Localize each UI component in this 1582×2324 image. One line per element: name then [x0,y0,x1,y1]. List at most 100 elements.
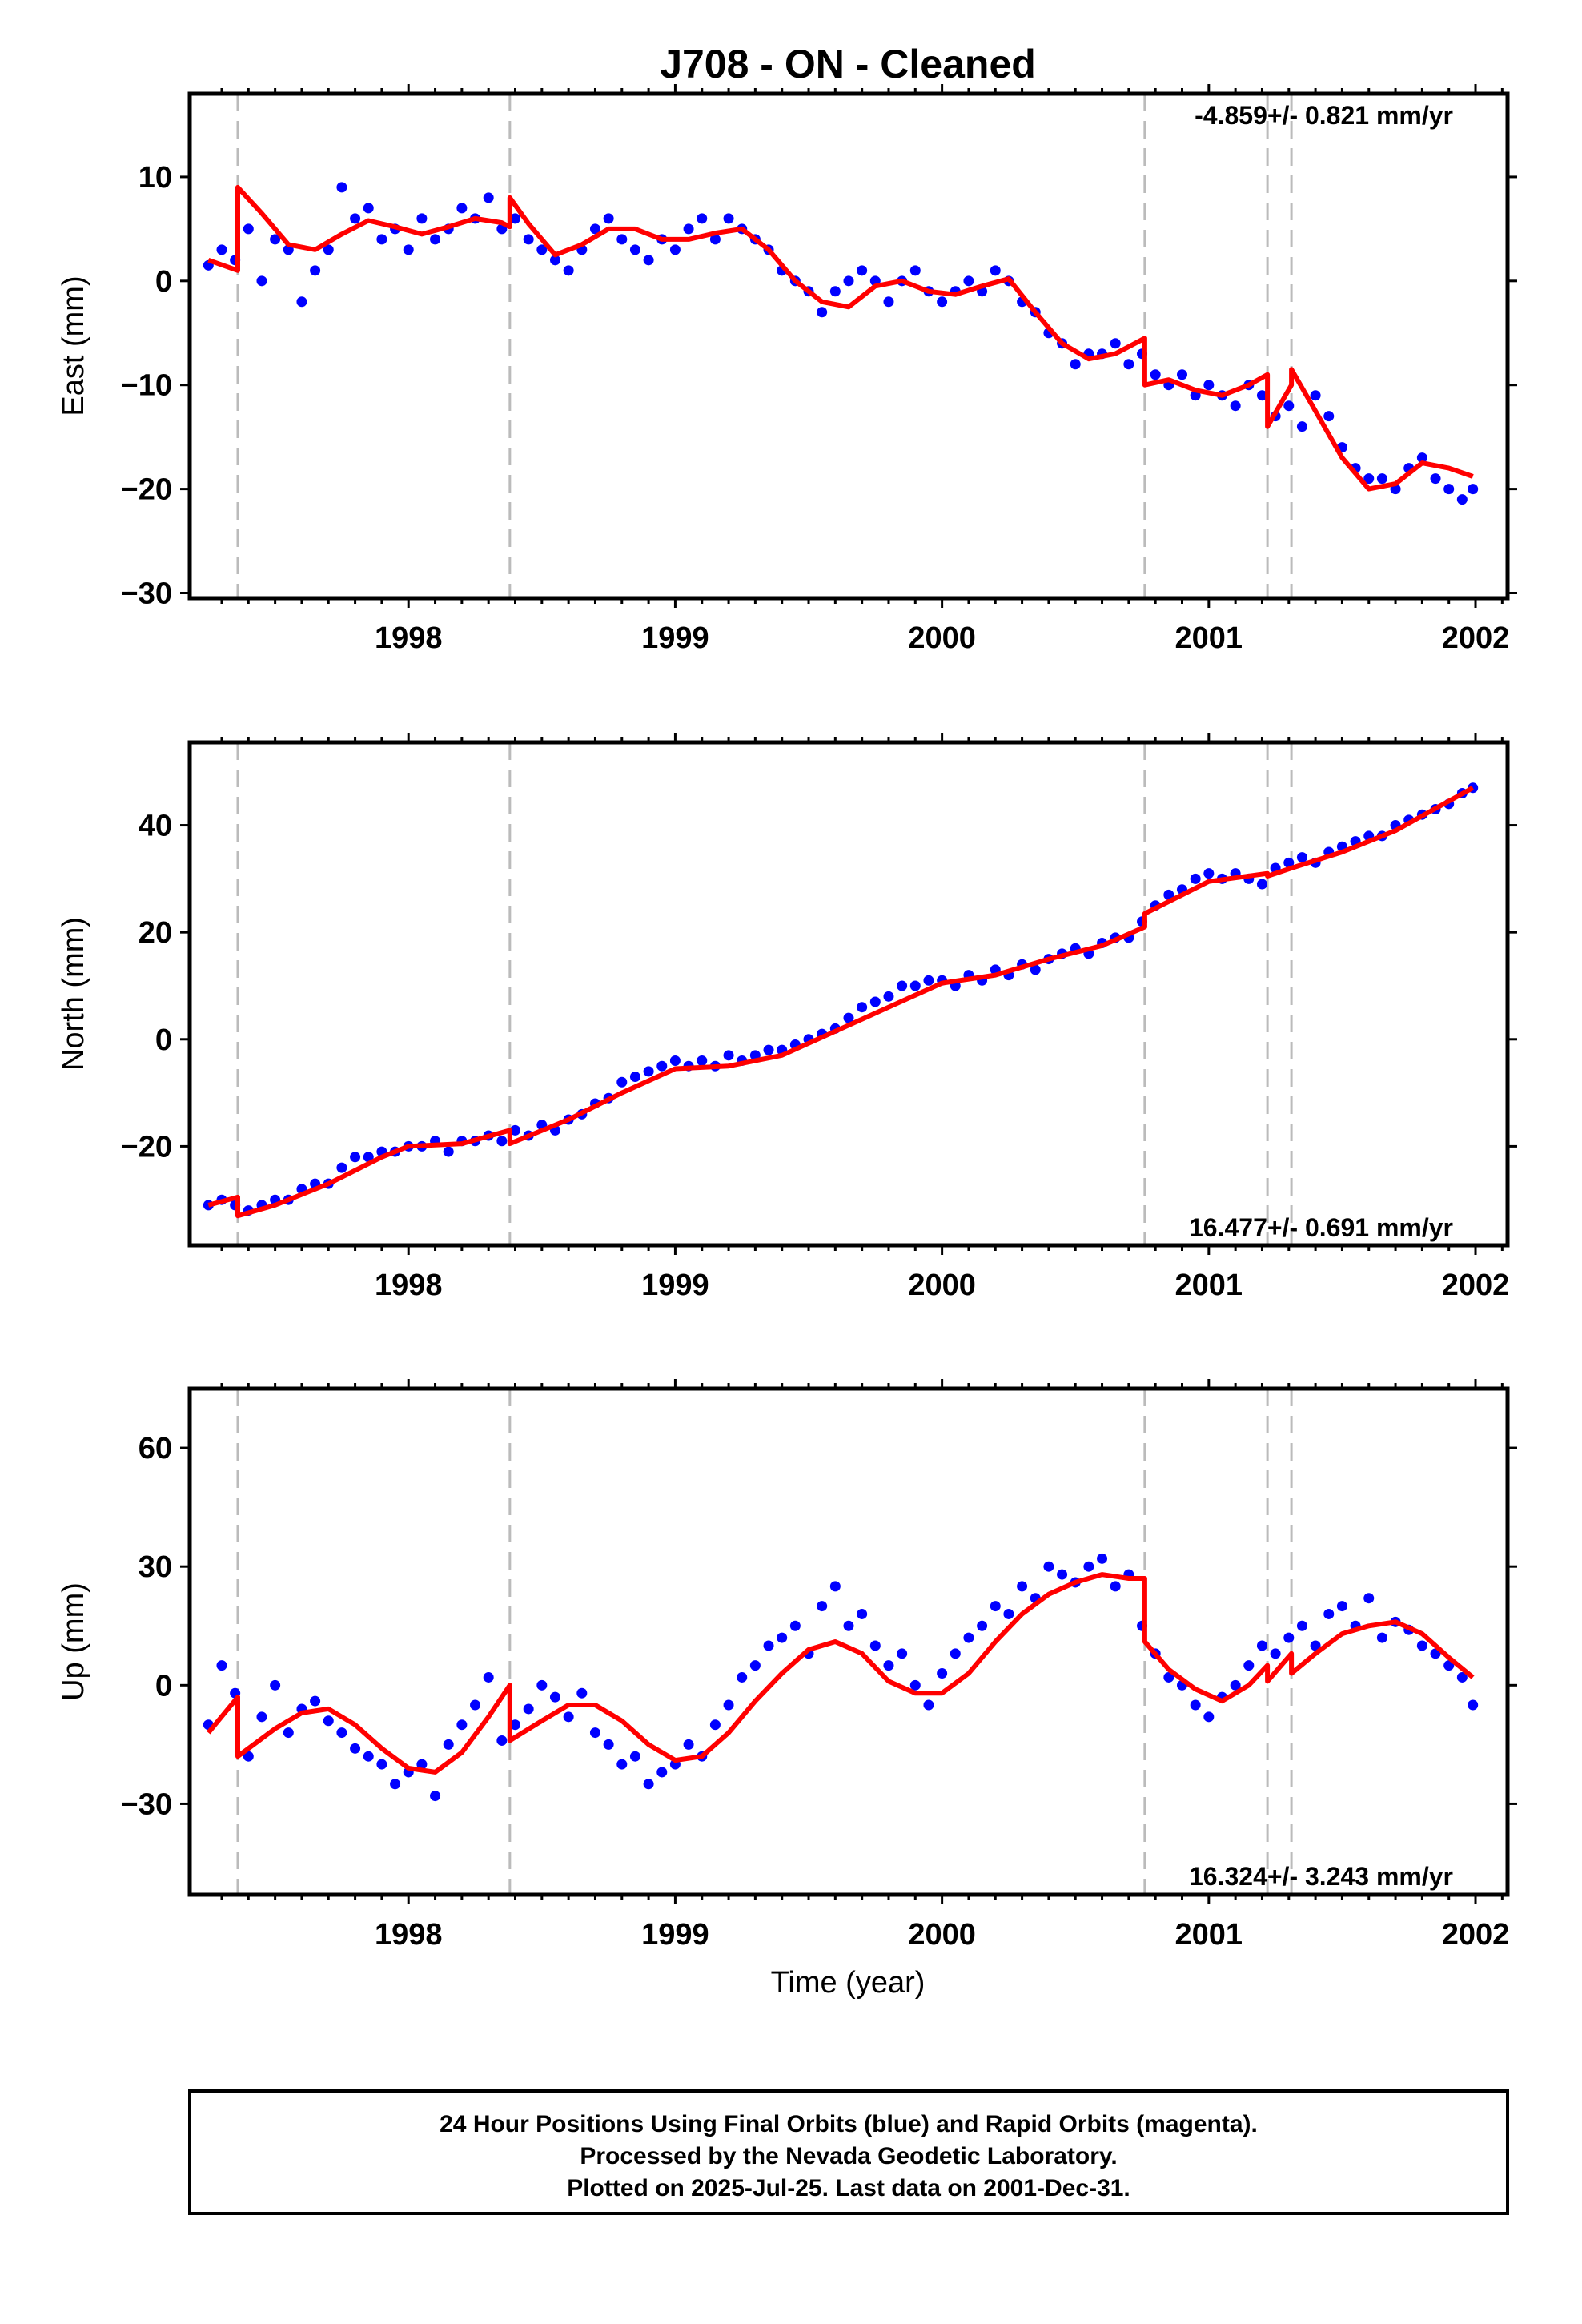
up-point [310,1695,321,1707]
east-point [296,296,307,308]
east-point [909,265,921,276]
up-point [350,1743,361,1754]
up-point [1243,1660,1255,1671]
north-point [1203,868,1215,879]
up-point [1416,1640,1427,1651]
up-point [270,1679,281,1691]
up-point [1003,1608,1014,1619]
up-point [963,1632,974,1643]
east-point [483,192,494,203]
east-frame [187,91,1510,601]
up-point [216,1660,227,1671]
up-point [1336,1601,1347,1612]
up-x-tick-label: 2002 [1442,1918,1510,1952]
up-y-tick-label: 30 [139,1550,172,1584]
east-point [1323,411,1335,422]
east-model-line [207,184,1474,492]
east-point [669,244,681,255]
up-y-tick-label: 60 [139,1432,172,1466]
east-point [270,234,281,245]
up-point [363,1751,374,1762]
east-point [963,275,974,287]
figure-title: J708 - ON - Cleaned [660,42,1036,86]
up-point [336,1727,347,1739]
north-point [723,1050,734,1061]
north-point [336,1162,347,1173]
east-point [1416,452,1427,464]
north-x-tick-label: 2000 [908,1269,976,1302]
east-x-tick-label: 1999 [641,621,709,655]
east-point [310,265,321,276]
east-point [256,275,267,287]
east-point [857,265,868,276]
up-point [496,1735,508,1746]
up-point [416,1759,428,1770]
x-axis-label: Time (year) [771,1966,926,2000]
east-point [350,213,361,224]
east-point [1310,390,1321,401]
up-point [1283,1632,1295,1643]
footer-box: 24 Hour Positions Using Final Orbits (bl… [188,2089,1509,2215]
up-point [857,1608,868,1619]
up-point [510,1719,521,1731]
east-point [709,234,721,245]
east-x-tick-label: 2002 [1442,621,1510,655]
east-x-tick-label: 1998 [375,621,443,655]
up-point [923,1699,934,1711]
up-point [1230,1679,1241,1691]
north-point [629,1072,640,1083]
north-point [909,980,921,991]
east-x-tick-label: 2001 [1175,621,1243,655]
up-point [323,1715,334,1727]
east-y-tick-label: −10 [121,369,172,403]
north-point [350,1152,361,1163]
up-point [536,1679,548,1691]
up-point [749,1660,761,1671]
up-point [616,1759,628,1770]
up-point [1097,1553,1108,1564]
north-point [643,1066,654,1077]
up-point [1363,1593,1375,1604]
east-point [430,234,441,245]
north-point [1030,964,1041,975]
up-point [789,1620,801,1631]
north-y-tick-label: −20 [121,1130,172,1164]
east-point [990,265,1001,276]
north-point [616,1076,628,1088]
east-point [1443,484,1455,495]
north-y-tick-label: 0 [155,1023,172,1057]
east-y-tick-label: −20 [121,473,172,507]
east-point [683,223,694,235]
north-x-tick-label: 2001 [1175,1269,1243,1302]
up-point [243,1751,254,1762]
east-point [1230,400,1241,412]
east-point [1123,359,1134,370]
north-point [923,975,934,986]
up-point [897,1648,908,1659]
north-point [857,1002,868,1013]
north-rate-label: 16.477+/- 0.691 mm/yr [1189,1213,1453,1242]
east-point [456,203,468,214]
up-point [483,1671,494,1683]
up-point [443,1739,454,1750]
north-point [510,1124,521,1136]
north-model-line [207,786,1475,1219]
east-point [629,244,640,255]
footer-frame [188,2089,1509,2215]
up-point [589,1727,600,1739]
east-point [829,286,841,297]
north-panel: 1998 1999 2000 2001 2002 −20 0 20 40 North (mm) 16… [57,733,1517,1302]
up-x-tick-label: 1998 [375,1918,443,1952]
footer-line-1: 24 Hour Positions Using Final Orbits (bl… [440,2111,1258,2137]
east-point [1150,369,1161,380]
east-point [323,244,334,255]
east-point [563,265,574,276]
up-point [1110,1581,1121,1592]
north-point [883,991,894,1002]
north-point [1256,879,1267,890]
east-point [376,234,387,245]
east-point [817,307,828,318]
north-x-tick-label: 2002 [1442,1269,1510,1302]
